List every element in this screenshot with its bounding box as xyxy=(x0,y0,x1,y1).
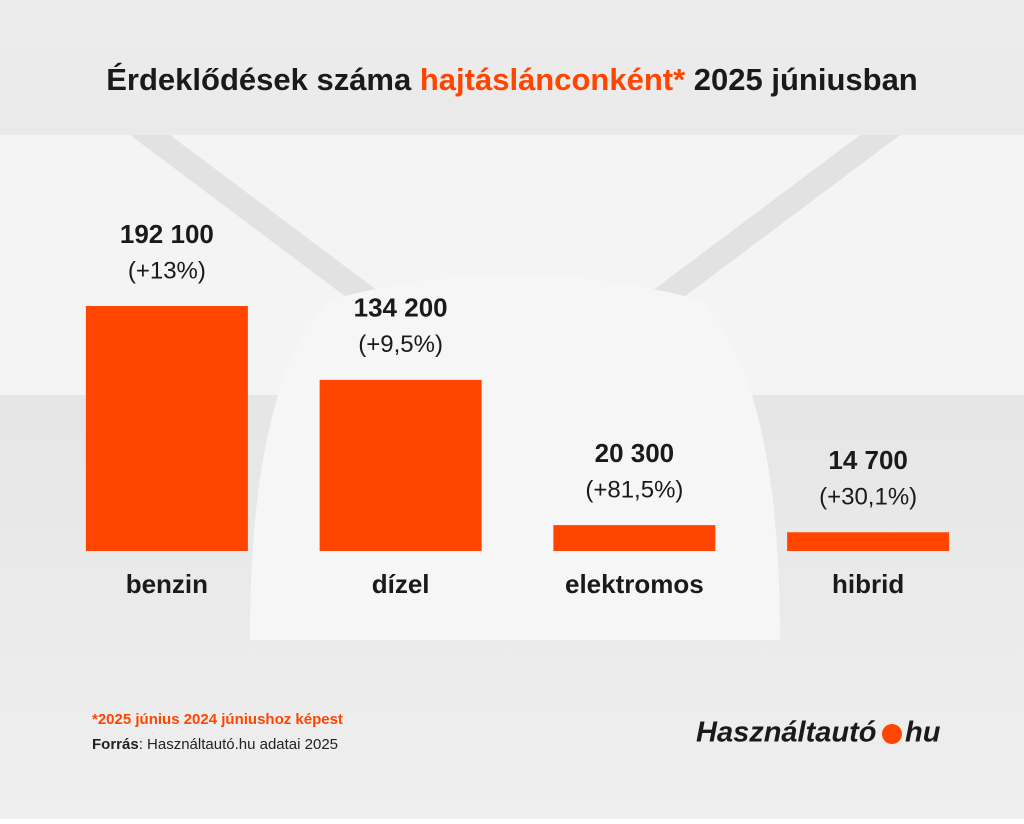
bar xyxy=(787,532,950,551)
source: Forrás: Használtautó.hu adatai 2025 xyxy=(92,736,338,753)
value-label: 192 100 xyxy=(120,219,214,249)
change-label: (+9,5%) xyxy=(358,331,443,358)
chart-title: Érdeklődések száma hajtáslánconként* 202… xyxy=(106,62,918,97)
footnote: *2025 június 2024 júniushoz képest xyxy=(92,711,343,728)
title-highlight: hajtáslánconként* xyxy=(420,62,686,97)
value-label: 14 700 xyxy=(828,445,908,475)
change-label: (+30,1%) xyxy=(819,484,917,511)
value-label: 20 300 xyxy=(595,438,675,468)
category-label: elektromos xyxy=(565,569,704,599)
category-label: hibrid xyxy=(832,569,904,599)
change-label: (+13%) xyxy=(128,257,206,284)
source-label: Forrás xyxy=(92,736,139,753)
category-label: benzin xyxy=(126,569,208,599)
category-label: dízel xyxy=(372,569,430,599)
title-part: 2025 júniusban xyxy=(685,62,918,97)
bar xyxy=(85,306,248,551)
logo-text: hu xyxy=(905,717,941,749)
source-text: : Használtautó.hu adatai 2025 xyxy=(139,736,338,753)
logo-dot xyxy=(882,724,902,744)
logo-text: Használtautó xyxy=(696,717,876,749)
bar xyxy=(553,525,716,551)
value-label: 134 200 xyxy=(354,293,448,323)
title-part: Érdeklődések száma xyxy=(106,62,420,97)
bar xyxy=(319,379,482,551)
change-label: (+81,5%) xyxy=(585,476,683,503)
